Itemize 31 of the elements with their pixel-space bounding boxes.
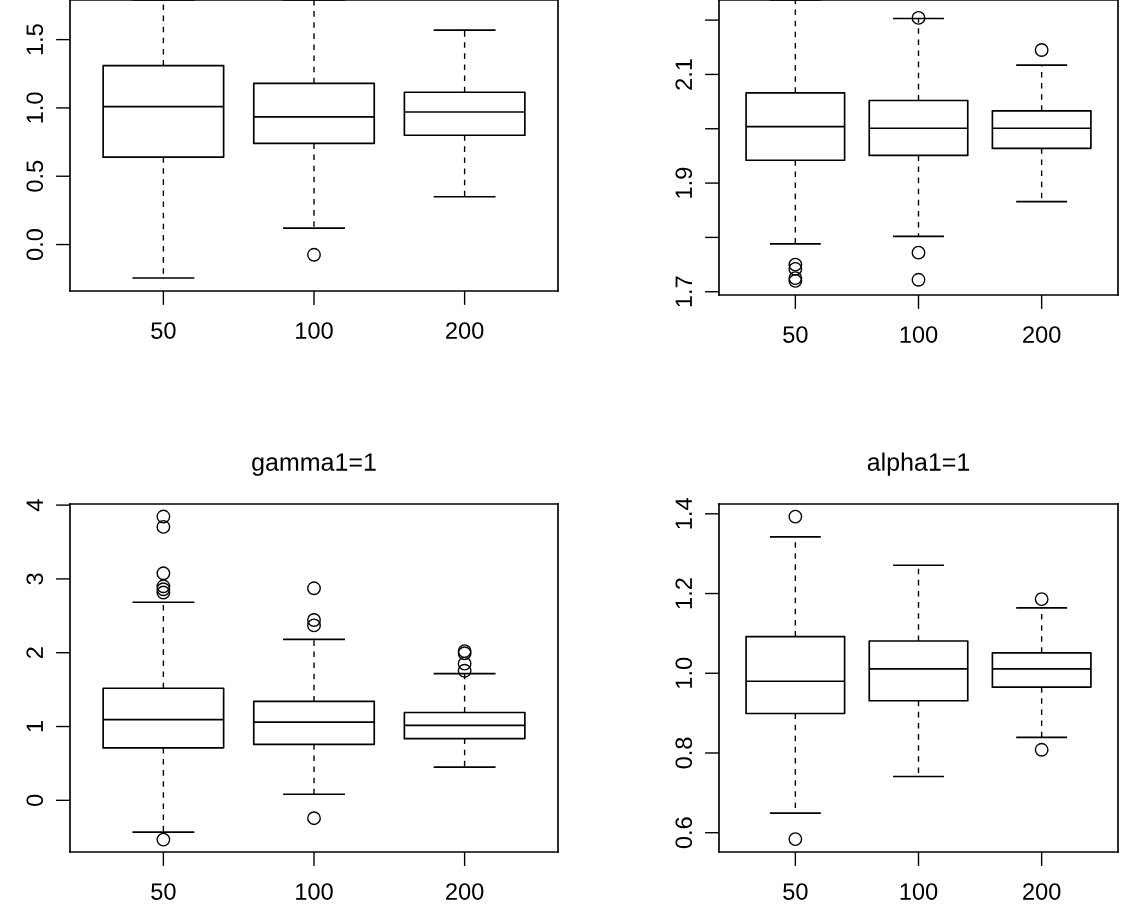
x-tick-label: 50 [151,322,176,339]
x-tick-label: 200 [1023,883,1061,900]
y-tick-label: 1.4 [675,498,692,529]
x-tick-label: 200 [446,322,484,339]
y-tick-label: 0.8 [675,737,693,769]
y-tick-label: 2 [26,647,43,659]
x-tick-label: 100 [900,326,938,343]
x-tick-label: 50 [783,326,808,343]
x-tick-label: 50 [783,883,808,900]
x-tick-label: 100 [296,883,333,900]
y-tick-label: 3 [26,573,44,585]
x-tick-label: 100 [900,883,938,900]
x-tick-label: 50 [151,883,176,900]
y-tick-label: 0.0 [26,229,44,261]
y-tick-label: 0.6 [675,817,693,849]
y-tick-label: 1.9 [675,167,693,198]
chart-title: alpha1=1 [867,452,970,476]
y-tick-label: 1.7 [675,276,692,307]
y-tick-label: 1 [26,721,43,732]
y-tick-label: 0 [26,794,44,806]
y-tick-label: 1.2 [675,578,692,609]
y-tick-label: 1.0 [675,657,693,688]
y-tick-label: 1.5 [26,24,44,55]
x-tick-label: 100 [296,322,333,339]
y-tick-label: 2.1 [675,59,692,90]
y-tick-label: 1.0 [26,92,44,123]
x-tick-label: 200 [446,883,484,900]
chart-title: gamma1=1 [252,453,376,476]
y-tick-label: 0.5 [26,160,44,192]
x-tick-label: 200 [1023,326,1061,343]
y-tick-label: 4 [26,499,43,512]
